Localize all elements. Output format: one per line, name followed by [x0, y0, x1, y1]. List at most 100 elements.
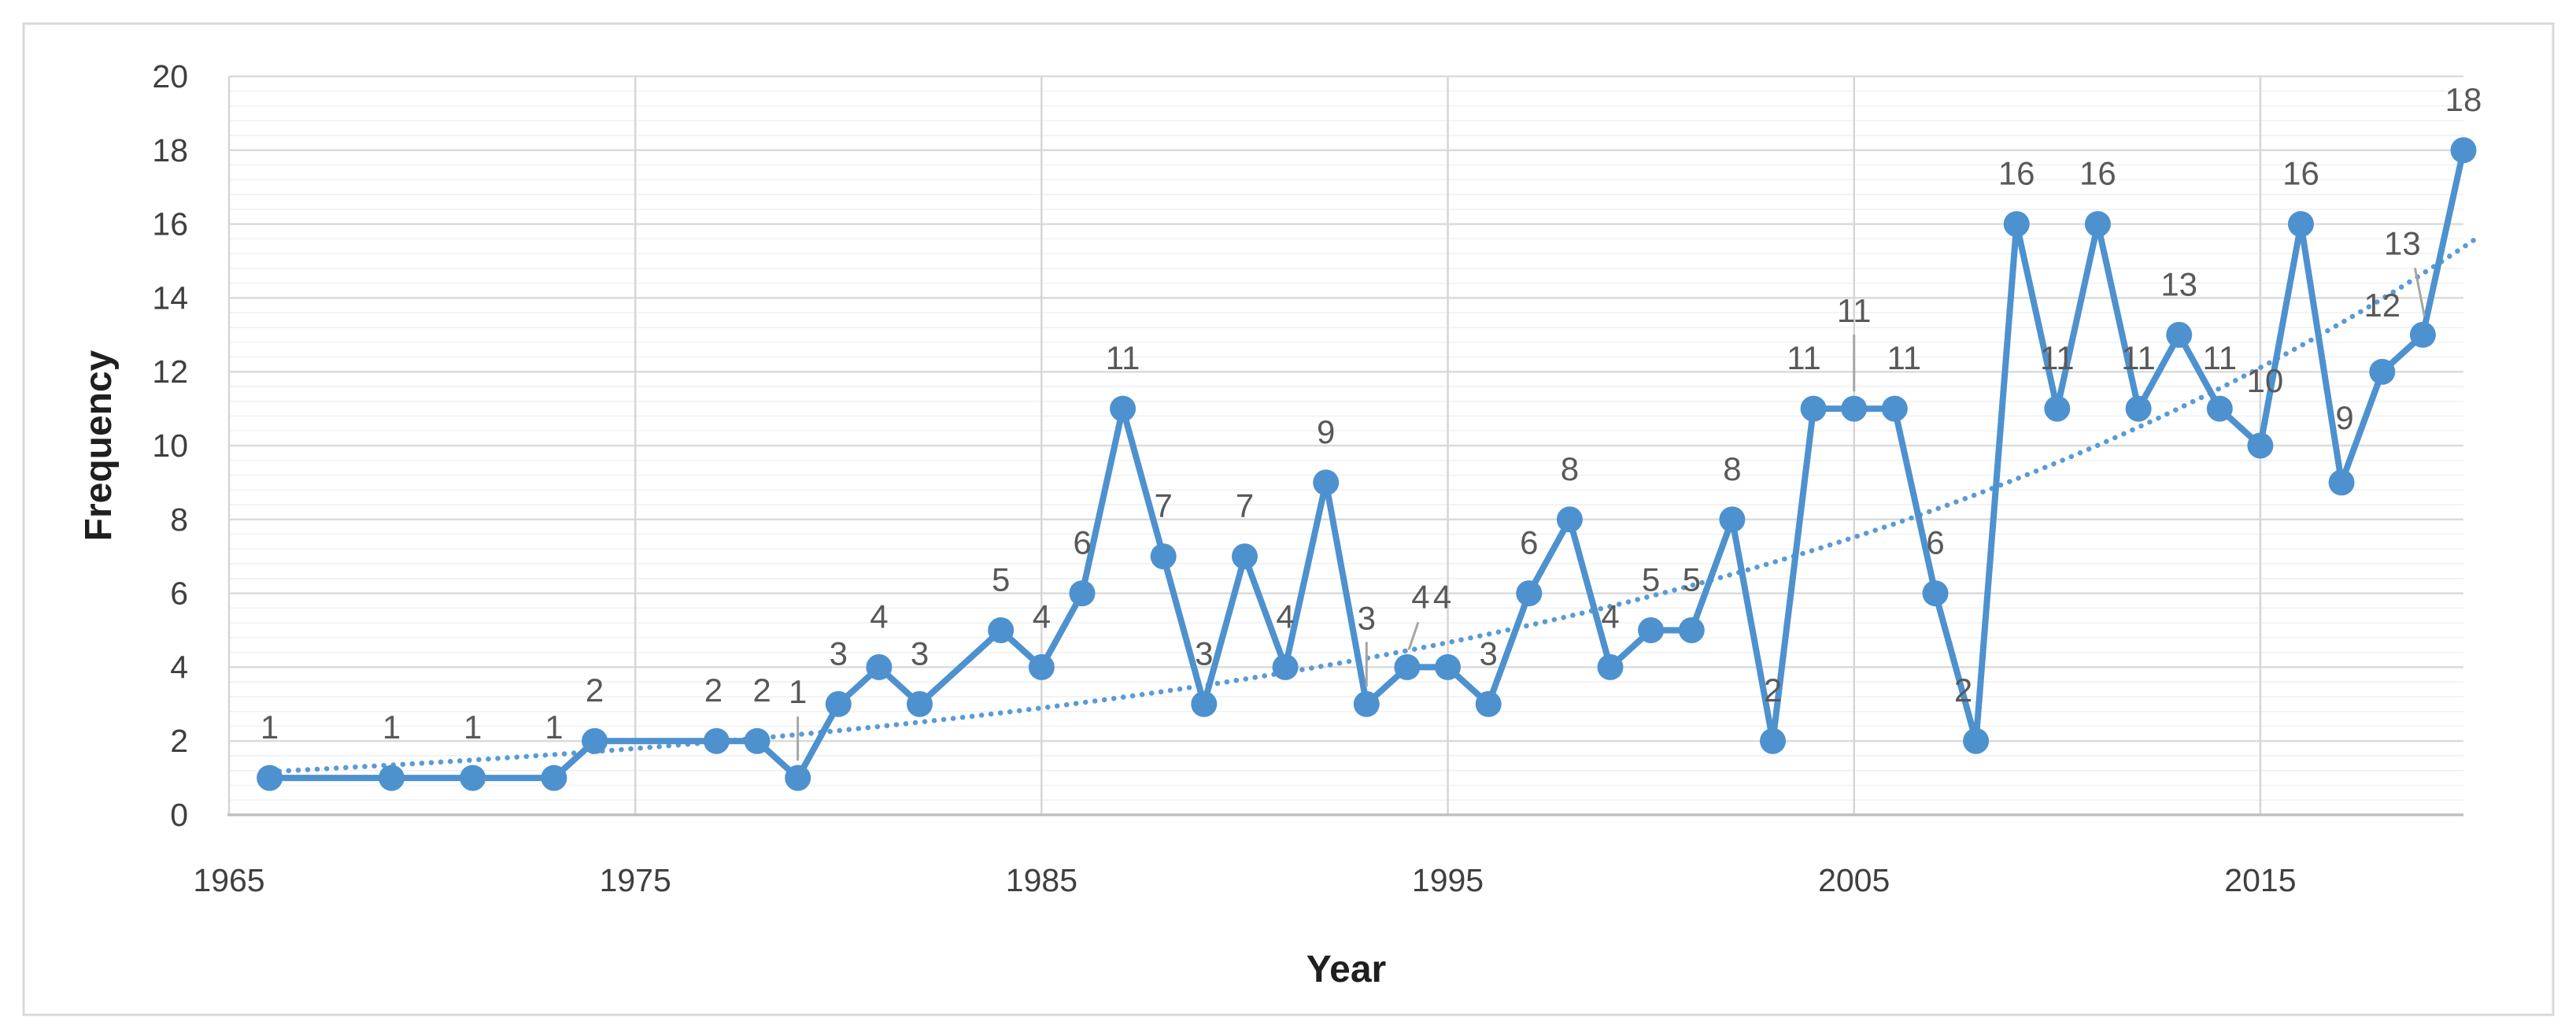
data-point-2001 [1678, 617, 1705, 643]
y-tick-label: 6 [170, 576, 188, 612]
x-tick-label: 2015 [2224, 862, 2296, 898]
x-tick-label: 2005 [1818, 862, 1890, 898]
x-tick-label: 1995 [1412, 862, 1484, 898]
data-point-1991 [1272, 653, 1299, 680]
data-point-2000 [1638, 617, 1665, 643]
data-point-1981 [866, 653, 893, 680]
data-label-2018: 12 [2363, 287, 2400, 324]
data-point-1982 [907, 690, 933, 717]
data-label-2001: 5 [1683, 561, 1701, 598]
y-tick-label: 0 [170, 797, 188, 833]
data-point-2018 [2369, 358, 2396, 385]
data-point-1998 [1556, 506, 1583, 533]
data-label-2012: 11 [2121, 339, 2156, 376]
data-point-2003 [1760, 727, 1786, 754]
data-label-2016: 16 [2282, 155, 2319, 192]
data-label-1985: 4 [1033, 598, 1051, 635]
data-label-1966: 1 [261, 709, 279, 746]
frequency-series [257, 137, 2477, 791]
data-label-2008: 2 [1954, 672, 1972, 709]
data-label-2009: 16 [1998, 155, 2035, 192]
data-label-2000: 5 [1642, 561, 1660, 598]
x-axis-title: Year [1306, 949, 1386, 990]
data-point-1995 [1435, 653, 1461, 680]
data-label-2013: 13 [2160, 265, 2197, 302]
data-point-2019 [2409, 321, 2436, 348]
data-label-1997: 6 [1520, 524, 1538, 561]
y-axis-title: Frequency [78, 350, 120, 541]
data-point-1973 [541, 764, 567, 791]
data-label-2010: 11 [2040, 339, 2075, 376]
data-label-1980: 3 [830, 635, 848, 672]
x-tick-label: 1985 [1006, 862, 1077, 898]
y-tick-label: 16 [152, 206, 188, 242]
data-label-1994: 4 [1411, 578, 1429, 615]
data-point-2017 [2328, 469, 2355, 496]
data-label-2014: 11 [2202, 339, 2237, 376]
data-label-2011: 16 [2079, 155, 2116, 192]
data-point-2007 [1922, 580, 1949, 607]
data-point-1985 [1028, 653, 1055, 680]
data-label-1993: 3 [1358, 599, 1376, 636]
label-leader-lines [796, 268, 2426, 761]
data-point-1992 [1313, 469, 1340, 496]
data-label-1996: 3 [1480, 635, 1498, 672]
data-point-1971 [460, 764, 486, 791]
y-tick-label: 8 [170, 502, 188, 538]
data-point-1993 [1353, 690, 1380, 717]
label-leader-line [1407, 621, 1420, 650]
x-tick-label: 1965 [193, 862, 264, 898]
data-label-2002: 8 [1723, 450, 1741, 487]
data-label-1995: 4 [1433, 578, 1451, 615]
data-point-1979 [785, 764, 811, 791]
data-point-2008 [1963, 727, 1990, 754]
data-label-2007: 6 [1926, 524, 1944, 561]
data-label-2019: 13 [2384, 224, 2421, 261]
data-label-1989: 3 [1195, 635, 1213, 672]
y-tick-label: 12 [152, 353, 188, 390]
data-label-1977: 2 [704, 672, 723, 709]
x-tick-label: 1975 [600, 862, 671, 898]
y-tick-label: 18 [152, 132, 188, 168]
data-point-1977 [703, 727, 730, 754]
data-point-1974 [582, 727, 608, 754]
data-point-1969 [379, 764, 405, 791]
trendline-dotted [267, 237, 2477, 775]
data-point-2020 [2450, 137, 2477, 164]
y-tick-label: 14 [152, 279, 188, 316]
data-label-1978: 2 [752, 672, 771, 709]
data-label-2005: 11 [1837, 292, 1872, 329]
data-label-1973: 1 [545, 709, 563, 746]
data-point-2002 [1719, 506, 1746, 533]
data-point-2014 [2206, 395, 2233, 422]
data-point-2013 [2166, 321, 2193, 348]
data-label-1971: 1 [464, 709, 482, 746]
data-point-1994 [1394, 653, 1421, 680]
data-point-1978 [744, 727, 771, 754]
trendline [267, 237, 2477, 775]
data-label-2017: 9 [2335, 399, 2353, 436]
data-label-1974: 2 [586, 672, 604, 709]
data-point-2004 [1800, 395, 1827, 422]
data-point-2015 [2247, 432, 2274, 459]
data-label-2003: 2 [1764, 672, 1782, 709]
data-point-1996 [1475, 690, 1502, 717]
data-point-1988 [1150, 543, 1177, 570]
y-tick-label: 4 [170, 649, 188, 685]
data-point-1980 [825, 690, 852, 717]
data-label-1987: 11 [1106, 339, 1140, 376]
data-label-1988: 7 [1155, 487, 1173, 524]
data-label-1990: 7 [1236, 487, 1254, 524]
data-label-2015: 10 [2247, 362, 2284, 399]
data-point-1966 [257, 764, 283, 791]
data-point-1997 [1516, 580, 1543, 607]
data-point-1986 [1069, 580, 1096, 607]
data-point-2005 [1841, 395, 1868, 422]
y-tick-label: 10 [152, 428, 188, 464]
y-tick-label: 2 [170, 723, 188, 759]
data-point-1999 [1597, 653, 1624, 680]
data-point-1990 [1232, 543, 1258, 570]
data-label-2020: 18 [2445, 81, 2482, 118]
data-point-2009 [2003, 211, 2030, 238]
